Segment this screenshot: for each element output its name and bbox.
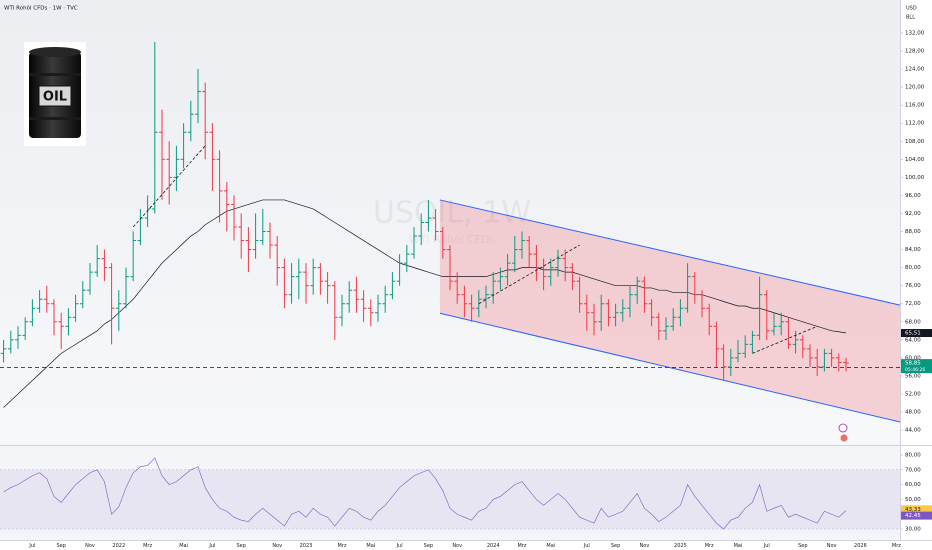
y-tick-label: 100,00 [905,175,925,181]
trend-line [752,325,818,354]
ma-price-label: 65,51 [905,331,921,337]
rsi-ma-label-box [901,505,932,514]
x-tick-label: Sep [611,543,620,549]
y-tick-label: 72,00 [905,301,921,307]
y-tick-label: 128,00 [905,48,925,54]
y-tick-label: 64,00 [905,337,921,343]
x-tick-label: 2025 [674,543,687,549]
barrel-top [29,47,81,57]
x-tick-label: Sep [56,543,65,549]
trend-line [478,244,580,305]
x-tick-label: Nov [85,543,95,549]
x-tick-label: Mrz [338,543,347,549]
x-tick-label: Sep [798,543,807,549]
barrel-rim [29,117,81,120]
y-tick-label: 112,00 [905,121,925,127]
rsi-tick-label: 80,00 [905,452,921,458]
x-tick-label: Sep [424,543,433,549]
x-tick-label: Nov [452,543,462,549]
rsi-value-label: 42,45 [905,513,921,519]
x-tick-label: Mai [546,543,555,549]
main-pane [0,0,900,445]
x-tick-label: Mrz [705,543,714,549]
x-tick-label: Nov [272,543,282,549]
barrel-rim [29,73,81,76]
y-tick-label: 120,00 [905,85,925,91]
event-icon[interactable] [838,423,848,433]
channel-fill [439,199,900,422]
y-tick-label: 124,00 [905,67,925,73]
y-tick-label: 44,00 [905,428,921,434]
x-tick-label: Jul [208,543,215,549]
rsi-pane [0,445,900,540]
x-tick-label: Jul [28,543,35,549]
x-tick-label: Nov [640,543,650,549]
channel-lower [439,312,901,423]
y-tick-label: 92,00 [905,211,921,217]
rsi-band [0,469,900,530]
trend-line [132,145,206,228]
x-tick-label: Jul [763,543,770,549]
y-tick-label: 132,00 [905,30,925,36]
unit: BLL [906,15,915,21]
price-label: 58,85 [905,361,921,367]
y-tick-label: 104,00 [905,157,925,163]
x-tick-label: Jul [396,543,403,549]
x-tick-label: 2022 [112,543,125,549]
x-tick-label: Mai [734,543,743,549]
countdown: 05:46:26 [905,367,925,373]
currency: USD [906,6,917,12]
rsi-line [3,457,847,530]
x-tick-label: Jul [583,543,590,549]
x-tick-label: Mai [366,543,375,549]
y-tick-label: 48,00 [905,410,921,416]
logo-text: OIL [43,90,67,105]
y-tick-label: 88,00 [905,229,921,235]
ma-price-label-box [901,329,932,338]
y-tick-label: 84,00 [905,247,921,253]
rsi-tick-label: 30,00 [905,527,921,533]
y-tick-label: 56,00 [905,373,921,379]
y-tick-label: 96,00 [905,193,921,199]
y-tick-label: 52,00 [905,392,921,398]
moving-average [3,199,847,408]
rsi-tick-label: 60,00 [905,482,921,488]
watermark-sub: WTI Rohöl CFDs [409,233,496,246]
chart-title: WTI Rohöl CFDs · 1W · TVC [4,6,78,12]
x-tick-label: 2023 [300,543,313,549]
y-tick-label: 68,00 [905,319,921,325]
y-tick-label: 76,00 [905,283,921,289]
price-axis [900,0,932,550]
x-tick-label: Mrz [892,543,901,549]
y-tick-label: 60,00 [905,355,921,361]
oil-logo: OIL [24,42,86,146]
channel-upper [439,199,901,306]
price-label-box [901,359,932,374]
x-tick-label: Mrz [143,543,152,549]
x-tick-label: Nov [827,543,837,549]
x-tick-label: Mai [179,543,188,549]
rsi-ma-label: 43,33 [905,507,921,513]
x-tick-label: 2024 [487,543,500,549]
watermark: USOIL, 1W [373,196,531,231]
y-tick-label: 80,00 [905,265,921,271]
rsi-tick-label: 70,00 [905,467,921,473]
rsi-tick-label: 50,00 [905,497,921,503]
x-tick-label: 2026 [854,543,867,549]
y-tick-label: 116,00 [905,103,925,109]
x-tick-label: Mrz [518,543,527,549]
label-plate [38,85,72,107]
y-tick-label: 108,00 [905,139,925,145]
rsi-value-label-box [901,511,932,520]
x-tick-label: Sep [236,543,245,549]
flag-icon[interactable] [839,433,849,443]
